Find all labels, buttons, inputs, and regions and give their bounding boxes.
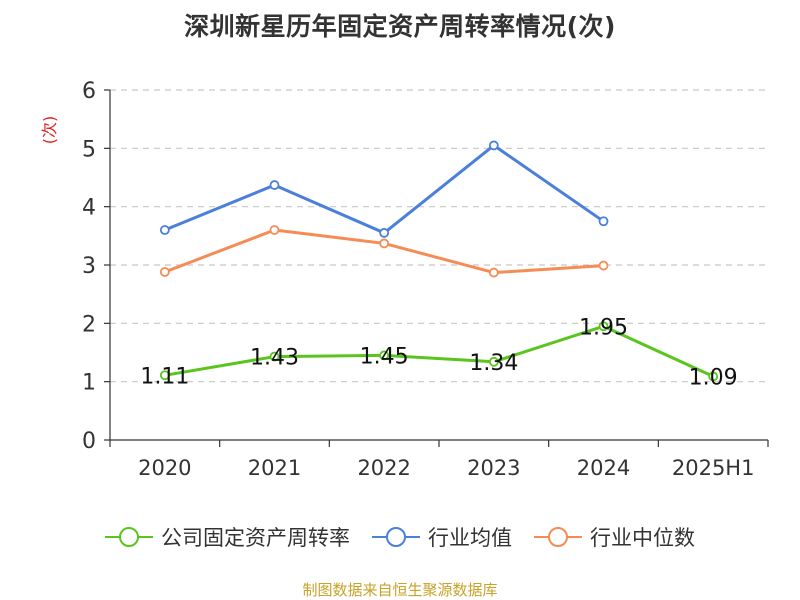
y-tick-label: 2 xyxy=(82,312,96,337)
data-label: 1.34 xyxy=(469,351,518,376)
data-label: 1.45 xyxy=(360,344,409,369)
data-label: 1.95 xyxy=(579,315,628,340)
data-point xyxy=(269,225,280,235)
y-tick-label: 6 xyxy=(82,79,96,104)
y-tick-label: 1 xyxy=(82,371,96,396)
legend-line-marker-icon xyxy=(105,527,153,547)
data-point xyxy=(598,216,609,227)
legend-item-company[interactable]: 公司固定资产周转率 xyxy=(105,522,350,552)
data-point xyxy=(159,370,170,381)
data-point xyxy=(379,228,390,238)
data-point xyxy=(159,267,170,277)
data-point xyxy=(269,351,280,362)
data-point xyxy=(598,321,609,332)
legend-label-industry-average: 行业均值 xyxy=(428,526,512,550)
y-tick-label: 3 xyxy=(82,254,96,279)
legend-item-industry-average[interactable]: 行业均值 xyxy=(372,522,512,552)
series-line xyxy=(164,324,714,378)
series-line xyxy=(164,143,605,235)
legend-item-industry-median[interactable]: 行业中位数 xyxy=(534,522,695,552)
y-tick-label: 5 xyxy=(82,137,96,162)
legend-line-marker-icon xyxy=(534,527,582,547)
data-label: 1.11 xyxy=(140,364,189,389)
legend-line-marker-icon xyxy=(372,527,420,547)
y-tick-label: 4 xyxy=(82,196,96,221)
data-point xyxy=(379,238,390,249)
data-point xyxy=(488,140,499,151)
data-point xyxy=(708,371,719,382)
data-point xyxy=(488,356,499,367)
data-point xyxy=(159,225,170,235)
data-label: 1.43 xyxy=(250,346,299,371)
y-tick-label: 0 xyxy=(82,429,96,454)
x-tick-label: 2020 xyxy=(138,456,191,480)
data-point xyxy=(488,267,499,278)
chart-legend: 公司固定资产周转率 行业均值 行业中位数 xyxy=(0,519,800,555)
x-tick-label: 2024 xyxy=(577,456,630,480)
legend-label-company: 公司固定资产周转率 xyxy=(161,526,350,550)
data-point xyxy=(379,350,390,361)
data-source-note: 制图数据来自恒生聚源数据库 xyxy=(302,581,498,599)
x-tick-label: 2022 xyxy=(357,456,410,480)
x-tick-label: 2025H1 xyxy=(672,456,755,480)
data-label: 1.09 xyxy=(689,365,738,390)
data-point xyxy=(598,260,609,271)
chart-title: 深圳新星历年固定资产周转率情况(次) xyxy=(184,12,616,41)
x-tick-label: 2021 xyxy=(248,456,301,480)
x-tick-label: 2023 xyxy=(467,456,520,480)
legend-label-industry-median: 行业中位数 xyxy=(590,526,695,550)
data-point xyxy=(269,180,280,190)
